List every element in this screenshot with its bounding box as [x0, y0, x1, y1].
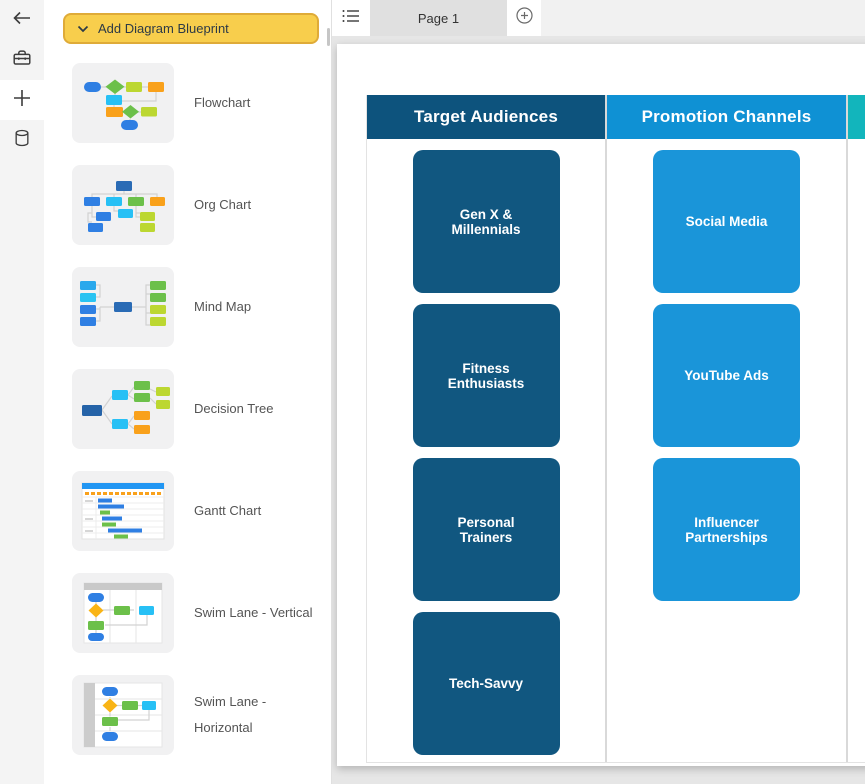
lane-promotion-channels: Promotion Channels Social Media YouTube …	[605, 95, 846, 762]
template-flowchart[interactable]: Flowchart	[72, 63, 319, 143]
flowchart-thumbnail-icon	[72, 63, 174, 143]
add-page-icon	[515, 7, 533, 29]
tab-page-1[interactable]: Page 1	[370, 0, 507, 36]
template-label: Gantt Chart	[194, 503, 262, 518]
blueprint-panel: Add Diagram Blueprint	[44, 0, 332, 784]
template-swim-lane-horizontal[interactable]: Swim Lane - Horizontal	[72, 675, 319, 755]
diagram-node[interactable]: Personal Trainers	[412, 458, 560, 601]
template-swim-lane-vertical[interactable]: Swim Lane - Vertical	[72, 573, 319, 653]
add-diagram-blueprint-button[interactable]: Add Diagram Blueprint	[63, 13, 319, 44]
template-label: Org Chart	[194, 197, 252, 212]
page-list-button[interactable]	[332, 0, 370, 36]
swimlane-diagram: Target Audiences Gen X & Millennials Fit…	[366, 95, 865, 763]
template-list: Flowchart	[72, 63, 319, 777]
add-diagram-blueprint-label: Add Diagram Blueprint	[98, 21, 229, 36]
lane-body: Gen X & Millennials Fitness Enthusiasts …	[367, 139, 605, 762]
template-label: Flowchart	[194, 95, 251, 110]
diagram-node[interactable]: Social Media	[653, 150, 800, 293]
template-gantt-chart[interactable]: Gantt Chart	[72, 471, 319, 551]
page-sheet[interactable]: Target Audiences Gen X & Millennials Fit…	[337, 44, 865, 766]
template-label: Decision Tree	[194, 401, 274, 416]
diagram-node[interactable]: Tech-Savvy	[412, 612, 560, 755]
swim-lane-vertical-thumbnail-icon	[72, 573, 174, 653]
gantt-chart-thumbnail-icon	[72, 471, 174, 551]
template-mind-map[interactable]: Mind Map	[72, 267, 319, 347]
toolbox-icon	[11, 47, 33, 74]
diagram-node[interactable]: YouTube Ads	[653, 304, 800, 447]
template-label: Swim Lane - Horizontal	[194, 694, 267, 735]
lane-header[interactable]: Promotion Channels	[607, 95, 846, 139]
lane-header[interactable]: Target Audiences	[367, 95, 605, 139]
template-label: Mind Map	[194, 299, 252, 314]
template-label: Swim Lane - Vertical	[194, 605, 313, 620]
org-chart-thumbnail-icon	[72, 165, 174, 245]
add-page-button[interactable]	[507, 0, 541, 36]
page-tabbar: Page 1	[332, 0, 865, 36]
arrow-left-icon	[11, 7, 33, 34]
add-shape-button[interactable]	[0, 80, 44, 120]
lane-body: Social Media YouTube Ads Influencer Part…	[607, 139, 846, 762]
swim-lane-horizontal-thumbnail-icon	[72, 675, 174, 755]
lane-body	[848, 139, 865, 762]
template-decision-tree[interactable]: Decision Tree	[72, 369, 319, 449]
diagram-node[interactable]: Fitness Enthusiasts	[412, 304, 560, 447]
canvas-viewport[interactable]: Target Audiences Gen X & Millennials Fit…	[332, 36, 865, 784]
icon-rail	[0, 0, 44, 784]
template-org-chart[interactable]: Org Chart	[72, 165, 319, 245]
toolbox-button[interactable]	[0, 40, 44, 80]
lane-third-clipped	[846, 95, 865, 762]
canvas-area: Page 1 Target Audiences Gen X & Millenni…	[332, 0, 865, 784]
plus-icon	[11, 87, 33, 114]
decision-tree-thumbnail-icon	[72, 369, 174, 449]
page-list-icon	[342, 8, 360, 29]
data-button[interactable]	[0, 120, 44, 160]
database-icon	[12, 128, 32, 153]
panel-scrollbar[interactable]	[327, 28, 330, 46]
lane-header[interactable]	[848, 95, 865, 139]
diagram-node[interactable]: Gen X & Millennials	[412, 150, 560, 293]
diagram-node[interactable]: Influencer Partnerships	[653, 458, 800, 601]
chevron-down-icon	[77, 21, 89, 36]
mind-map-thumbnail-icon	[72, 267, 174, 347]
page-tab-label: Page 1	[417, 10, 460, 26]
back-button[interactable]	[0, 0, 44, 40]
lane-target-audiences: Target Audiences Gen X & Millennials Fit…	[367, 95, 605, 762]
